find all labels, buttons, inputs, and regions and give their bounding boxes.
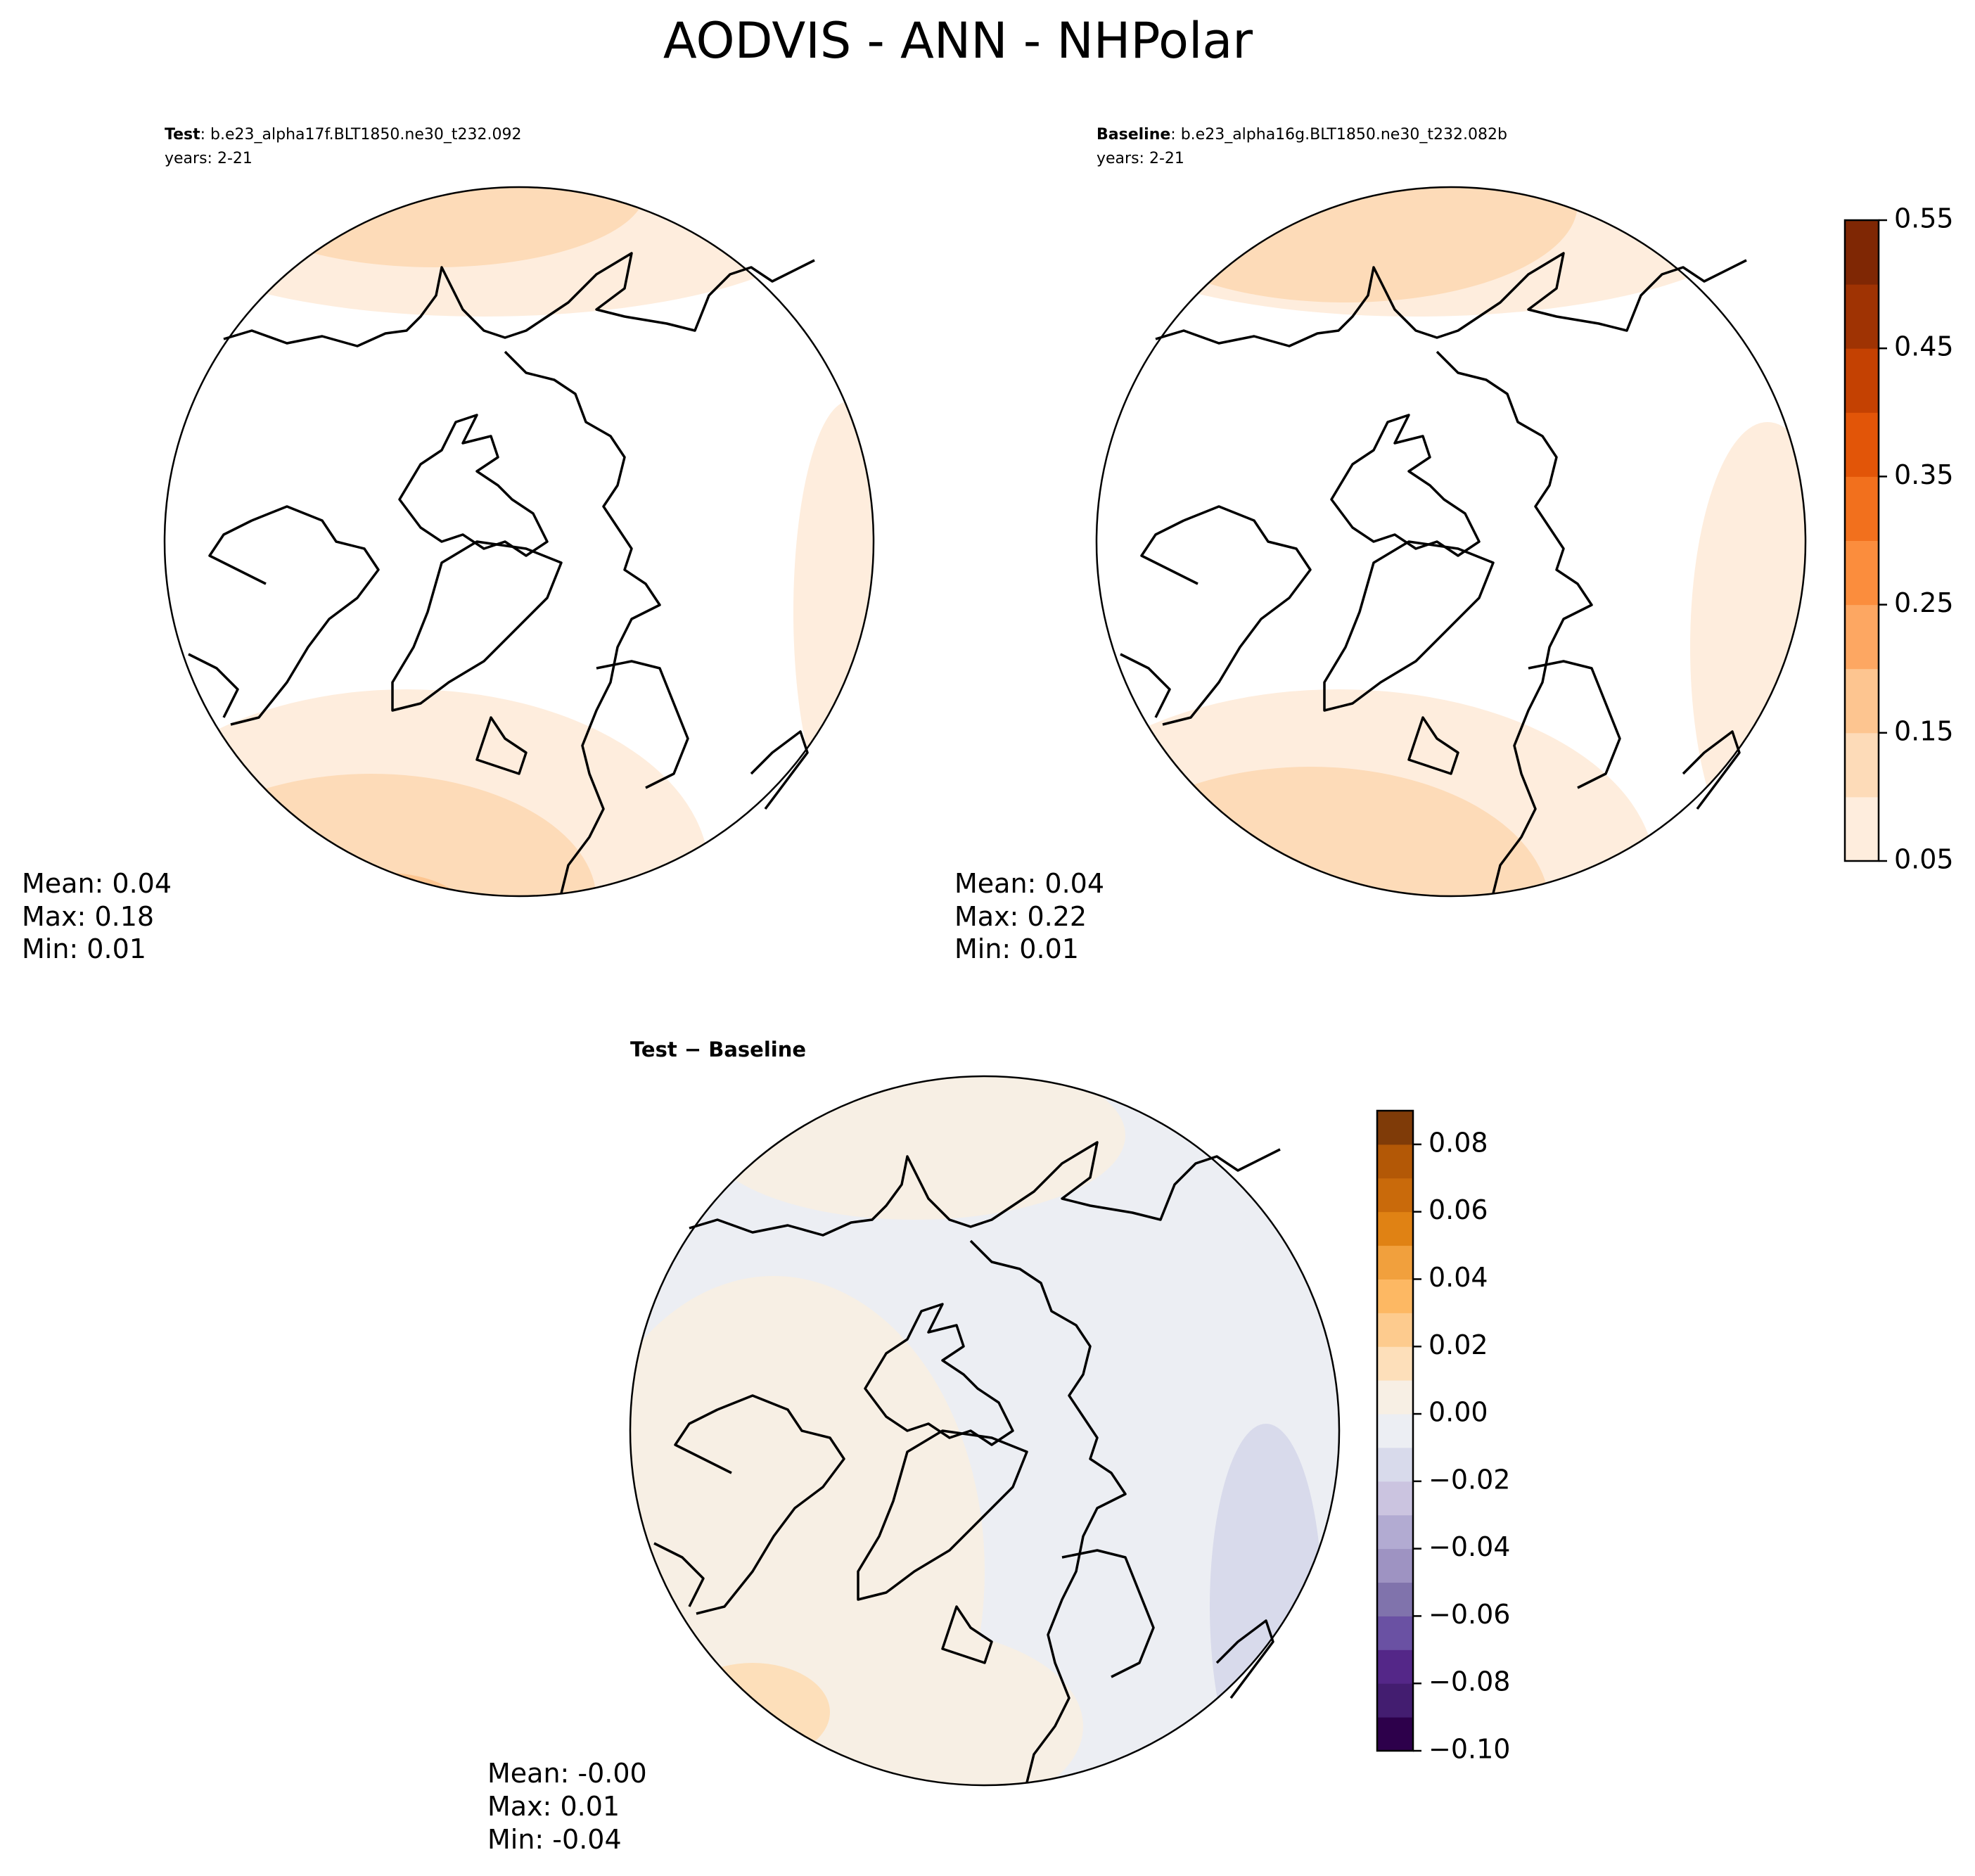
- panel-label: Test − Baseline: [630, 1038, 806, 1061]
- colorbar-tick-label: 0.05: [1894, 844, 1954, 875]
- map-baseline: [1095, 186, 1807, 898]
- colorbar-segment: [1377, 1616, 1413, 1650]
- stat: Max: 0.18: [22, 901, 154, 932]
- colorbar-tick-label: 0.45: [1894, 331, 1954, 362]
- colorbar-segment: [1377, 1111, 1413, 1145]
- colorbar-segment: [1845, 348, 1879, 413]
- figure-title: AODVIS - ANN - NHPolar: [663, 12, 1253, 70]
- colorbar-tick-label: 0.15: [1894, 715, 1954, 746]
- colorbar-segment: [1845, 796, 1879, 862]
- colorbar-tick-label: −0.08: [1428, 1666, 1510, 1697]
- colorbar-segment: [1377, 1582, 1413, 1616]
- colorbar-tick-label: 0.55: [1894, 203, 1954, 234]
- colorbar-frame: [1376, 1109, 1414, 1752]
- colorbar-tick-label: −0.04: [1428, 1531, 1510, 1562]
- colorbar-tick-label: 0.08: [1428, 1127, 1488, 1158]
- map-test: [163, 186, 875, 898]
- colorbar-segment: [1377, 1650, 1413, 1684]
- colorbar-segment: [1377, 1144, 1413, 1179]
- colorbar-tick-label: 0.25: [1894, 587, 1954, 618]
- colorbar-frame: [1843, 219, 1880, 862]
- map-difference: [629, 1075, 1341, 1787]
- colorbar-segment: [1845, 284, 1879, 349]
- stat: Max: 0.22: [954, 901, 1087, 932]
- years: years: 2-21: [1097, 150, 1184, 167]
- stat: Min: 0.01: [954, 933, 1079, 964]
- stat: Min: -0.04: [487, 1824, 622, 1855]
- colorbar-segment: [1377, 1683, 1413, 1718]
- panel-label: Test: b.e23_alpha17f.BLT1850.ne30_t232.0…: [165, 126, 521, 143]
- colorbar-tick-label: 0.04: [1428, 1262, 1488, 1293]
- stat: Min: 0.01: [22, 933, 146, 964]
- colorbar-segment: [1377, 1414, 1413, 1448]
- colorbar-segment: [1845, 604, 1879, 670]
- colorbar-segment: [1377, 1717, 1413, 1751]
- case-name: : b.e23_alpha17f.BLT1850.ne30_t232.092: [200, 126, 522, 143]
- colorbar-segment: [1845, 732, 1879, 798]
- stat: Mean: 0.04: [954, 868, 1104, 899]
- colorbar-segment: [1377, 1514, 1413, 1550]
- colorbar-tick-label: 0.06: [1428, 1194, 1488, 1225]
- colorbar-segment: [1377, 1245, 1413, 1280]
- colorbar-segment: [1845, 412, 1879, 477]
- colorbar-segment: [1377, 1211, 1413, 1246]
- colorbar-tick-label: 0.00: [1428, 1397, 1488, 1428]
- colorbar-segment: [1845, 476, 1879, 541]
- colorbar-segment: [1377, 1178, 1413, 1213]
- colorbar-tick-label: 0.35: [1894, 459, 1954, 490]
- colorbar-tick-label: −0.02: [1428, 1464, 1510, 1495]
- colorbar-tick-label: −0.10: [1428, 1734, 1510, 1765]
- panel-label: Test: [165, 126, 200, 143]
- colorbar-segment: [1377, 1481, 1413, 1516]
- colorbar-tick-label: 0.02: [1428, 1329, 1488, 1360]
- colorbar-segment: [1377, 1380, 1413, 1415]
- years: years: 2-21: [165, 150, 253, 167]
- stat: Max: 0.01: [487, 1791, 620, 1822]
- stat: Mean: -0.00: [487, 1758, 647, 1789]
- colorbar-segment: [1377, 1548, 1413, 1583]
- panel-label: Baseline: b.e23_alpha16g.BLT1850.ne30_t2…: [1097, 126, 1507, 143]
- colorbar-segment: [1377, 1313, 1413, 1347]
- colorbar-segment: [1845, 540, 1879, 606]
- stat: Mean: 0.04: [22, 868, 172, 899]
- colorbar-segment: [1377, 1346, 1413, 1381]
- colorbar-segment: [1377, 1447, 1413, 1482]
- colorbar-segment: [1845, 220, 1879, 285]
- colorbar-tick-label: −0.06: [1428, 1599, 1510, 1630]
- panel-label: Baseline: [1097, 126, 1170, 143]
- colorbar-segment: [1377, 1279, 1413, 1313]
- case-name: : b.e23_alpha16g.BLT1850.ne30_t232.082b: [1170, 126, 1507, 143]
- colorbar-segment: [1845, 668, 1879, 734]
